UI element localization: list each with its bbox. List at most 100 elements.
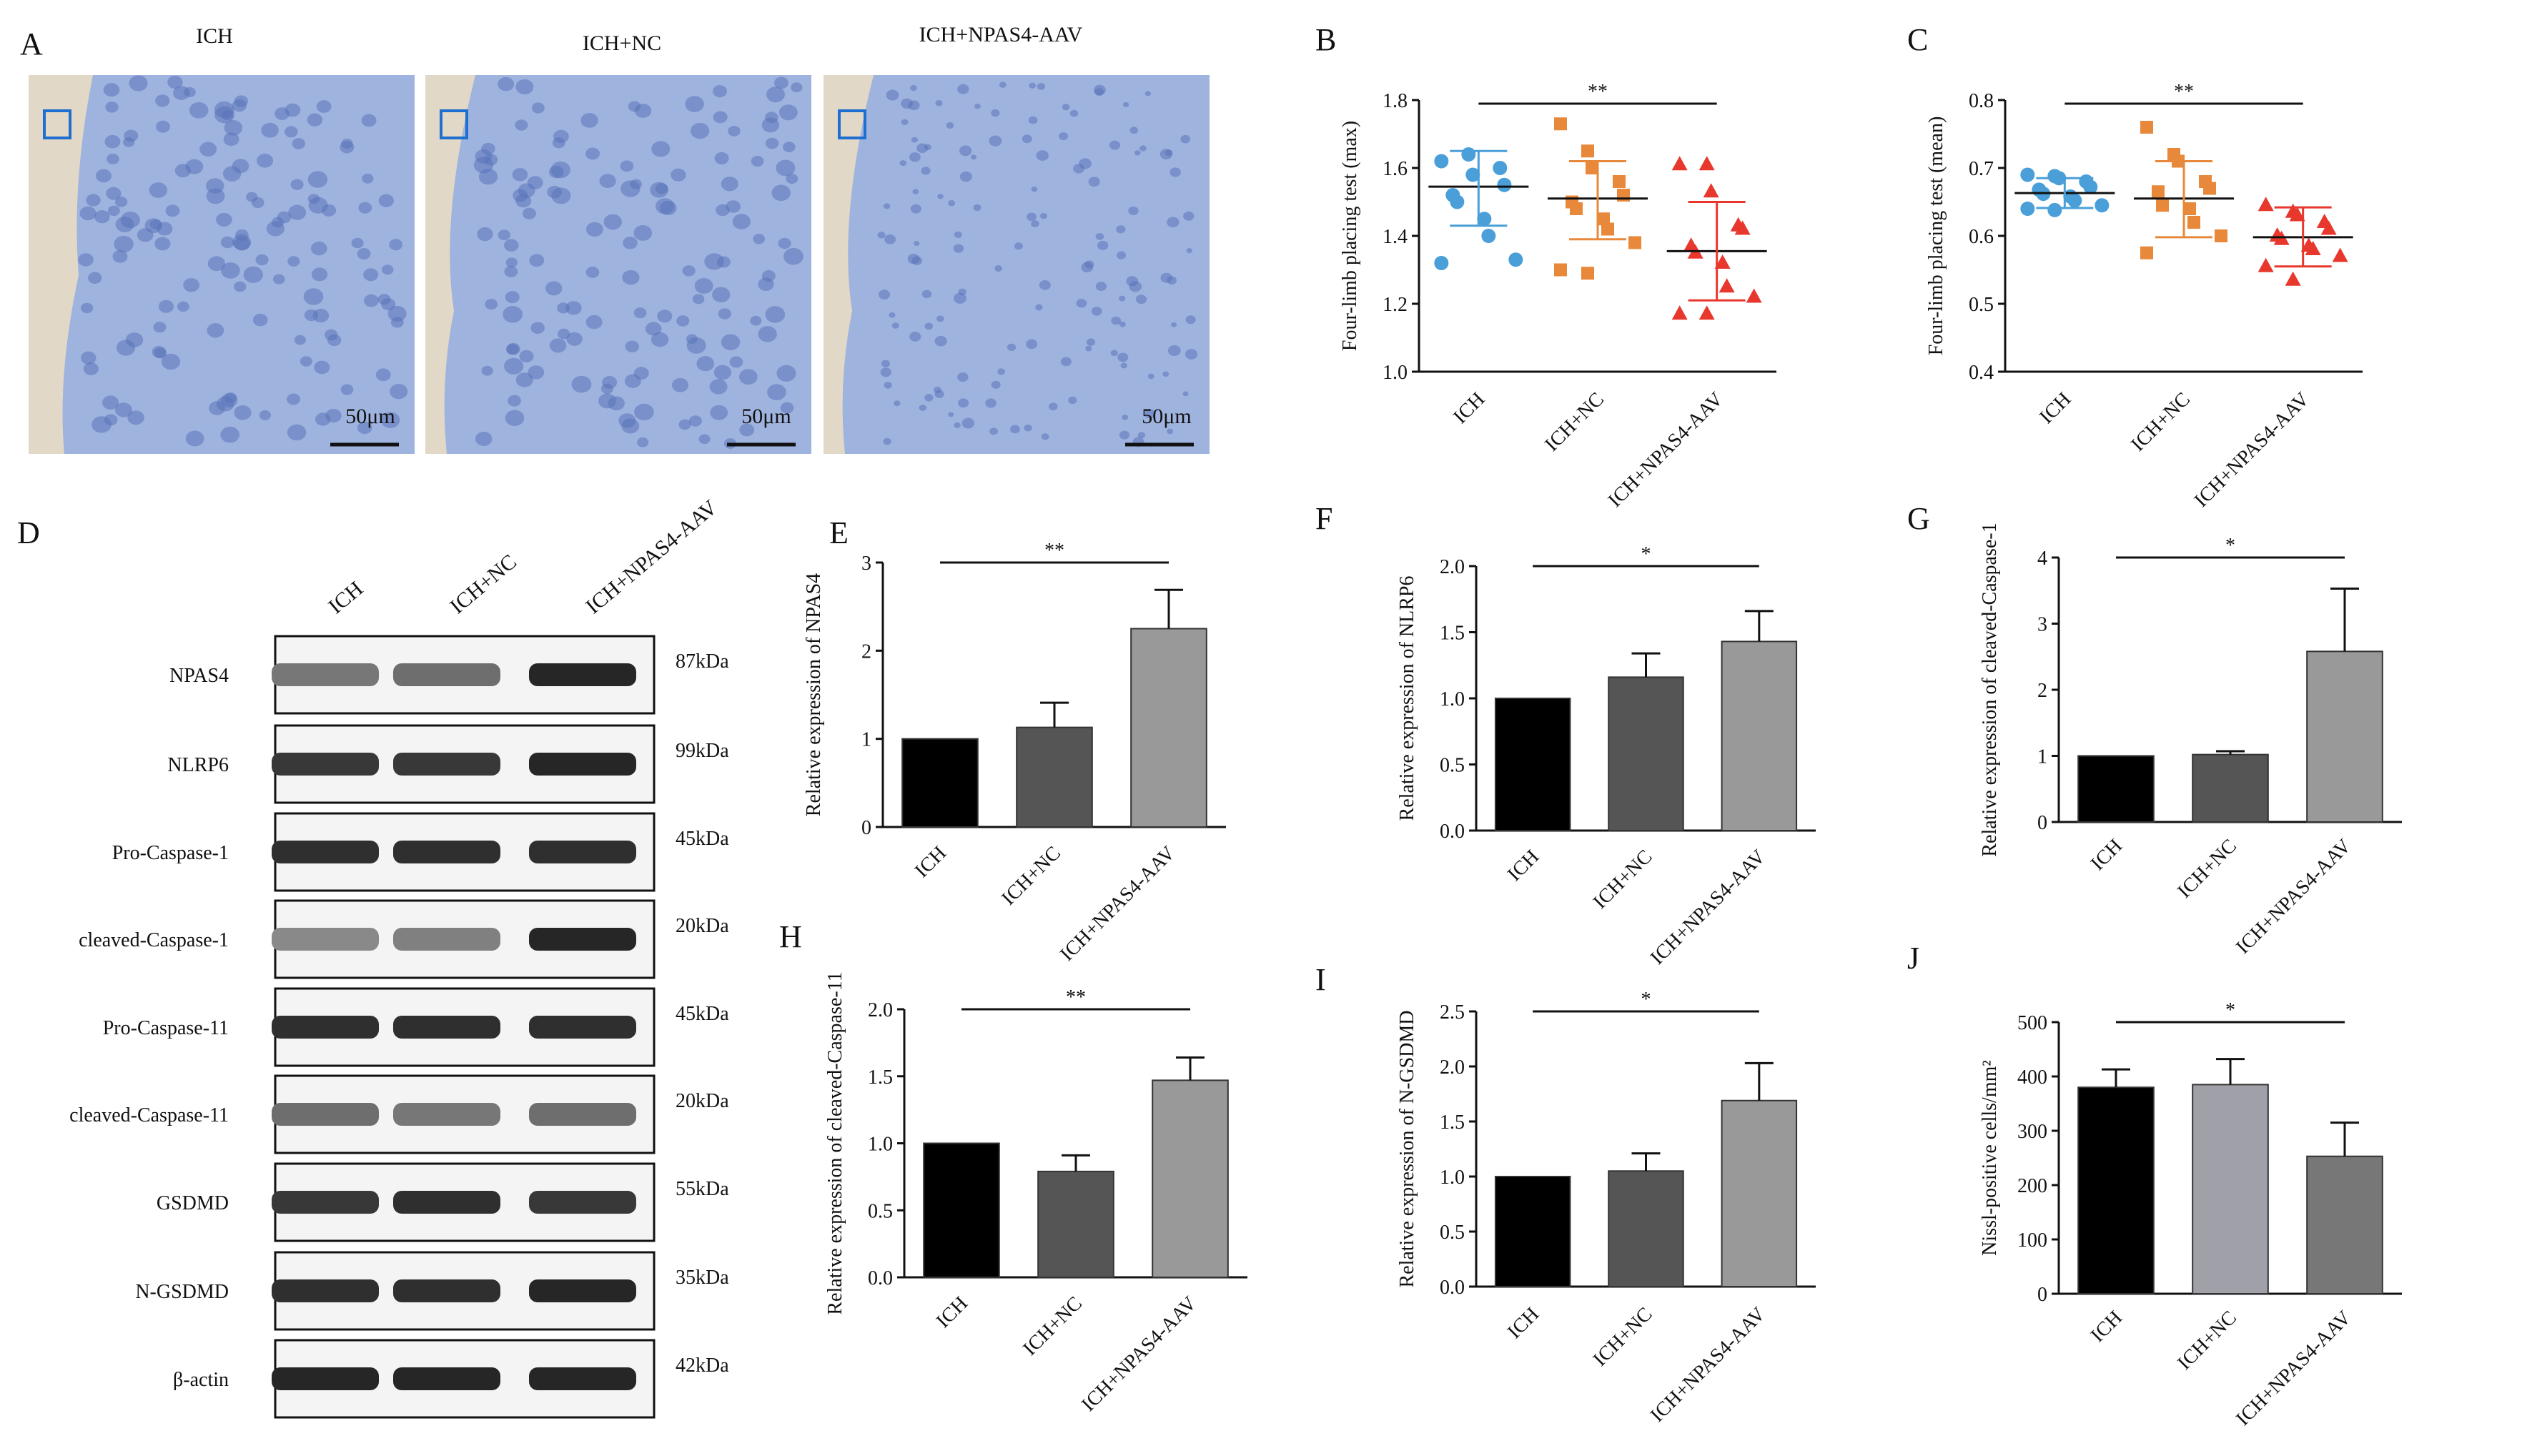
y-tick-label: 1.2 bbox=[1383, 294, 1408, 316]
significance-label: ** bbox=[1066, 986, 1086, 1009]
data-point bbox=[1481, 229, 1496, 243]
bar bbox=[1037, 1170, 1114, 1278]
nucleus bbox=[300, 356, 312, 367]
panel-letter-c: C bbox=[1907, 22, 1928, 57]
nucleus bbox=[316, 100, 332, 113]
scale-bar-label-3: 50μm bbox=[1142, 405, 1191, 428]
nucleus bbox=[257, 154, 274, 168]
nucleus bbox=[199, 142, 217, 157]
category-label: ICH bbox=[911, 842, 951, 882]
nucleus bbox=[529, 254, 545, 267]
nucleus bbox=[221, 262, 240, 279]
chart-i-bar: 0.0 0.5 1.0 1.5 2.0 2.5 Relative expression of… bbox=[1396, 989, 1816, 1427]
nucleus bbox=[292, 138, 306, 149]
nucleus bbox=[287, 393, 300, 405]
panel-letter-i: I bbox=[1315, 962, 1326, 997]
y-tick-label: 4 bbox=[2037, 548, 2047, 570]
data-point bbox=[1493, 161, 1508, 175]
nucleus bbox=[934, 335, 947, 347]
y-tick-label: 1 bbox=[861, 729, 871, 751]
y-tick-label: 0.6 bbox=[1969, 226, 1994, 248]
nucleus bbox=[1095, 282, 1107, 291]
nucleus bbox=[716, 204, 730, 217]
nucleus bbox=[1126, 276, 1139, 287]
nucleus bbox=[751, 155, 764, 167]
protein-band bbox=[529, 928, 636, 951]
nucleus bbox=[545, 281, 563, 296]
nucleus bbox=[750, 315, 762, 326]
kda-label: 20kDa bbox=[676, 1090, 729, 1112]
y-tick-label: 1.5 bbox=[1440, 623, 1465, 645]
nucleus bbox=[1120, 362, 1127, 369]
data-point bbox=[2020, 167, 2035, 182]
nucleus bbox=[158, 299, 174, 313]
data-point bbox=[1698, 305, 1715, 320]
nucleus bbox=[655, 183, 668, 194]
nucleus bbox=[1167, 276, 1177, 285]
nucleus bbox=[189, 102, 209, 119]
kda-label: 45kDa bbox=[676, 828, 729, 850]
nucleus bbox=[585, 266, 600, 278]
y-tick-label: 0.7 bbox=[1969, 158, 1994, 180]
nucleus bbox=[216, 212, 232, 227]
nucleus bbox=[1027, 212, 1037, 222]
nucleus bbox=[155, 94, 170, 107]
nucleus bbox=[234, 281, 247, 292]
nucleus bbox=[519, 350, 534, 362]
significance-label: * bbox=[2225, 535, 2235, 557]
panel-letter-g: G bbox=[1907, 501, 1930, 536]
protein-band bbox=[529, 1016, 636, 1039]
y-tick-label: 0.8 bbox=[1969, 90, 1994, 112]
data-point bbox=[2203, 182, 2216, 195]
nucleus bbox=[1134, 150, 1141, 156]
nucleus bbox=[553, 129, 569, 144]
nucleus bbox=[377, 294, 391, 305]
nucleus bbox=[713, 111, 728, 124]
nucleus bbox=[183, 278, 200, 292]
nucleus bbox=[1167, 428, 1174, 435]
nucleus bbox=[185, 430, 204, 447]
nucleus bbox=[924, 144, 931, 151]
bar bbox=[2192, 1084, 2269, 1295]
nucleus bbox=[766, 86, 785, 103]
nucleus bbox=[206, 188, 225, 204]
bar bbox=[2306, 1155, 2383, 1294]
nucleus bbox=[504, 357, 524, 375]
nucleus bbox=[310, 242, 327, 256]
nucleus bbox=[585, 222, 603, 237]
nucleus bbox=[971, 154, 977, 160]
nucleus bbox=[107, 153, 119, 164]
nucleus bbox=[363, 268, 379, 282]
protein-band bbox=[272, 841, 379, 863]
nucleus bbox=[79, 206, 97, 221]
category-label: ICH+NC bbox=[997, 842, 1065, 910]
inset-box-2 bbox=[440, 109, 468, 139]
nucleus bbox=[1144, 409, 1155, 419]
nucleus bbox=[549, 338, 567, 353]
nucleus bbox=[149, 182, 168, 198]
nucleus bbox=[774, 76, 788, 89]
data-point bbox=[1617, 189, 1630, 202]
nucleus bbox=[506, 342, 520, 355]
nucleus bbox=[678, 419, 691, 430]
y-tick-label: 0 bbox=[2037, 812, 2047, 834]
data-point bbox=[2183, 202, 2196, 215]
nucleus bbox=[630, 179, 642, 189]
inset-box-1 bbox=[43, 109, 71, 139]
nucleus bbox=[481, 365, 493, 376]
nucleus bbox=[1116, 251, 1127, 259]
nucleus bbox=[390, 384, 408, 400]
nucleus bbox=[1048, 402, 1058, 411]
data-point bbox=[1746, 288, 1762, 303]
nucleus bbox=[1035, 304, 1043, 311]
nucleus bbox=[714, 152, 729, 165]
nucleus bbox=[657, 309, 673, 323]
nucleus bbox=[786, 173, 798, 184]
nucleus bbox=[935, 99, 943, 107]
nucleus bbox=[954, 231, 962, 239]
y-tick-label: 0.4 bbox=[1969, 362, 1994, 384]
nucleus bbox=[246, 192, 258, 202]
nucleus bbox=[475, 432, 493, 446]
y-tick-label: 2.5 bbox=[1440, 1001, 1465, 1024]
nucleus bbox=[954, 422, 961, 428]
